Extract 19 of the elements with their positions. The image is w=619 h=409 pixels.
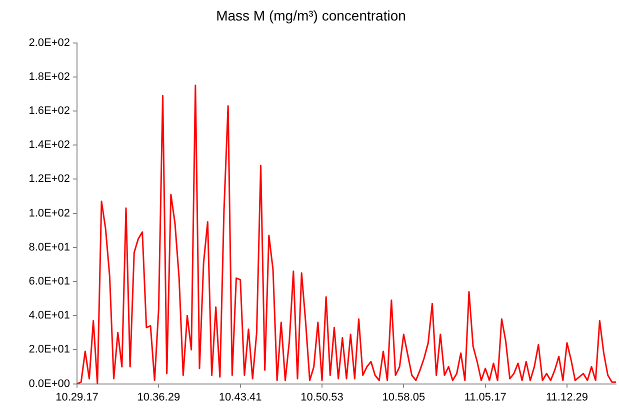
y-tick-label: 0.0E+00 xyxy=(28,378,70,390)
x-tick-label: 10.29.17 xyxy=(56,391,98,404)
x-tick-label: 11.12.29 xyxy=(546,391,588,404)
x-tick-label: 10.43.41 xyxy=(218,391,262,404)
y-tick-label: 1.2E+02 xyxy=(28,173,70,186)
y-tick-label: 2.0E+02 xyxy=(28,36,70,49)
chart-title: Mass M (mg/m³) concentration xyxy=(216,7,406,24)
y-tick-label: 1.4E+02 xyxy=(28,139,70,152)
x-tick-label: 10.58.05 xyxy=(382,391,426,404)
x-tick-label: 11.05.17 xyxy=(464,391,506,404)
y-tick-label: 1.0E+02 xyxy=(28,207,70,220)
y-tick-label: 4.0E+01 xyxy=(28,310,70,322)
y-tick-label: 8.0E+01 xyxy=(28,241,70,254)
y-tick-label: 2.0E+01 xyxy=(28,344,70,356)
x-tick-label: 10.36.29 xyxy=(137,391,180,404)
y-tick-label: 6.0E+01 xyxy=(28,276,70,288)
x-tick-label: 10.50.53 xyxy=(300,391,344,404)
y-tick-label: 1.6E+02 xyxy=(28,105,70,118)
y-tick-label: 1.8E+02 xyxy=(28,70,70,83)
